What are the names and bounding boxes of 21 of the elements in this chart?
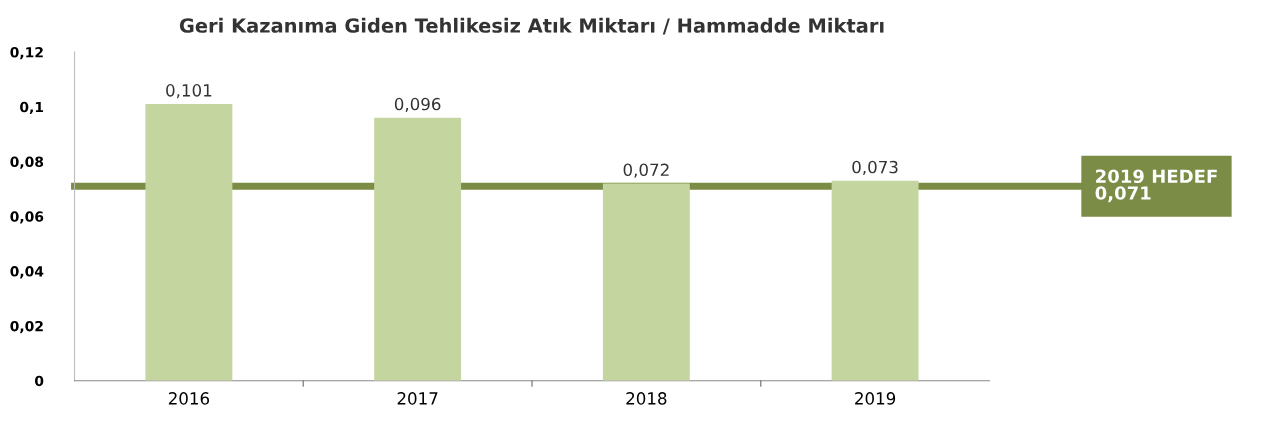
bar [145, 104, 233, 381]
y-tick-label: 0,12 [10, 47, 43, 60]
y-tick-label: 0 [34, 375, 44, 387]
data-label: 0,072 [623, 163, 669, 178]
bar [831, 180, 919, 381]
ref-line-label: 2019 HEDEF 0,071 [1095, 169, 1217, 203]
x-tick-label: 2017 [397, 392, 438, 405]
bar [602, 183, 690, 381]
x-tick-label: 2018 [626, 392, 667, 405]
y-tick-label: 0,06 [10, 211, 44, 224]
y-tick-label: 0,02 [10, 320, 43, 334]
data-label: 0,073 [852, 160, 898, 176]
y-tick-label: 0,04 [10, 266, 44, 279]
x-tick-label: 2019 [855, 392, 896, 405]
data-label: 0,101 [166, 84, 212, 99]
x-tick-label: 2016 [168, 392, 210, 405]
chart-title: Geri Kazanıma Giden Tehlikesiz Atık Miktarı / Hammadde Miktarı [179, 17, 884, 35]
bar [374, 117, 462, 381]
y-tick-label: 0,1 [20, 101, 44, 115]
data-label: 0,096 [394, 97, 441, 113]
y-tick-label: 0,08 [10, 156, 44, 169]
